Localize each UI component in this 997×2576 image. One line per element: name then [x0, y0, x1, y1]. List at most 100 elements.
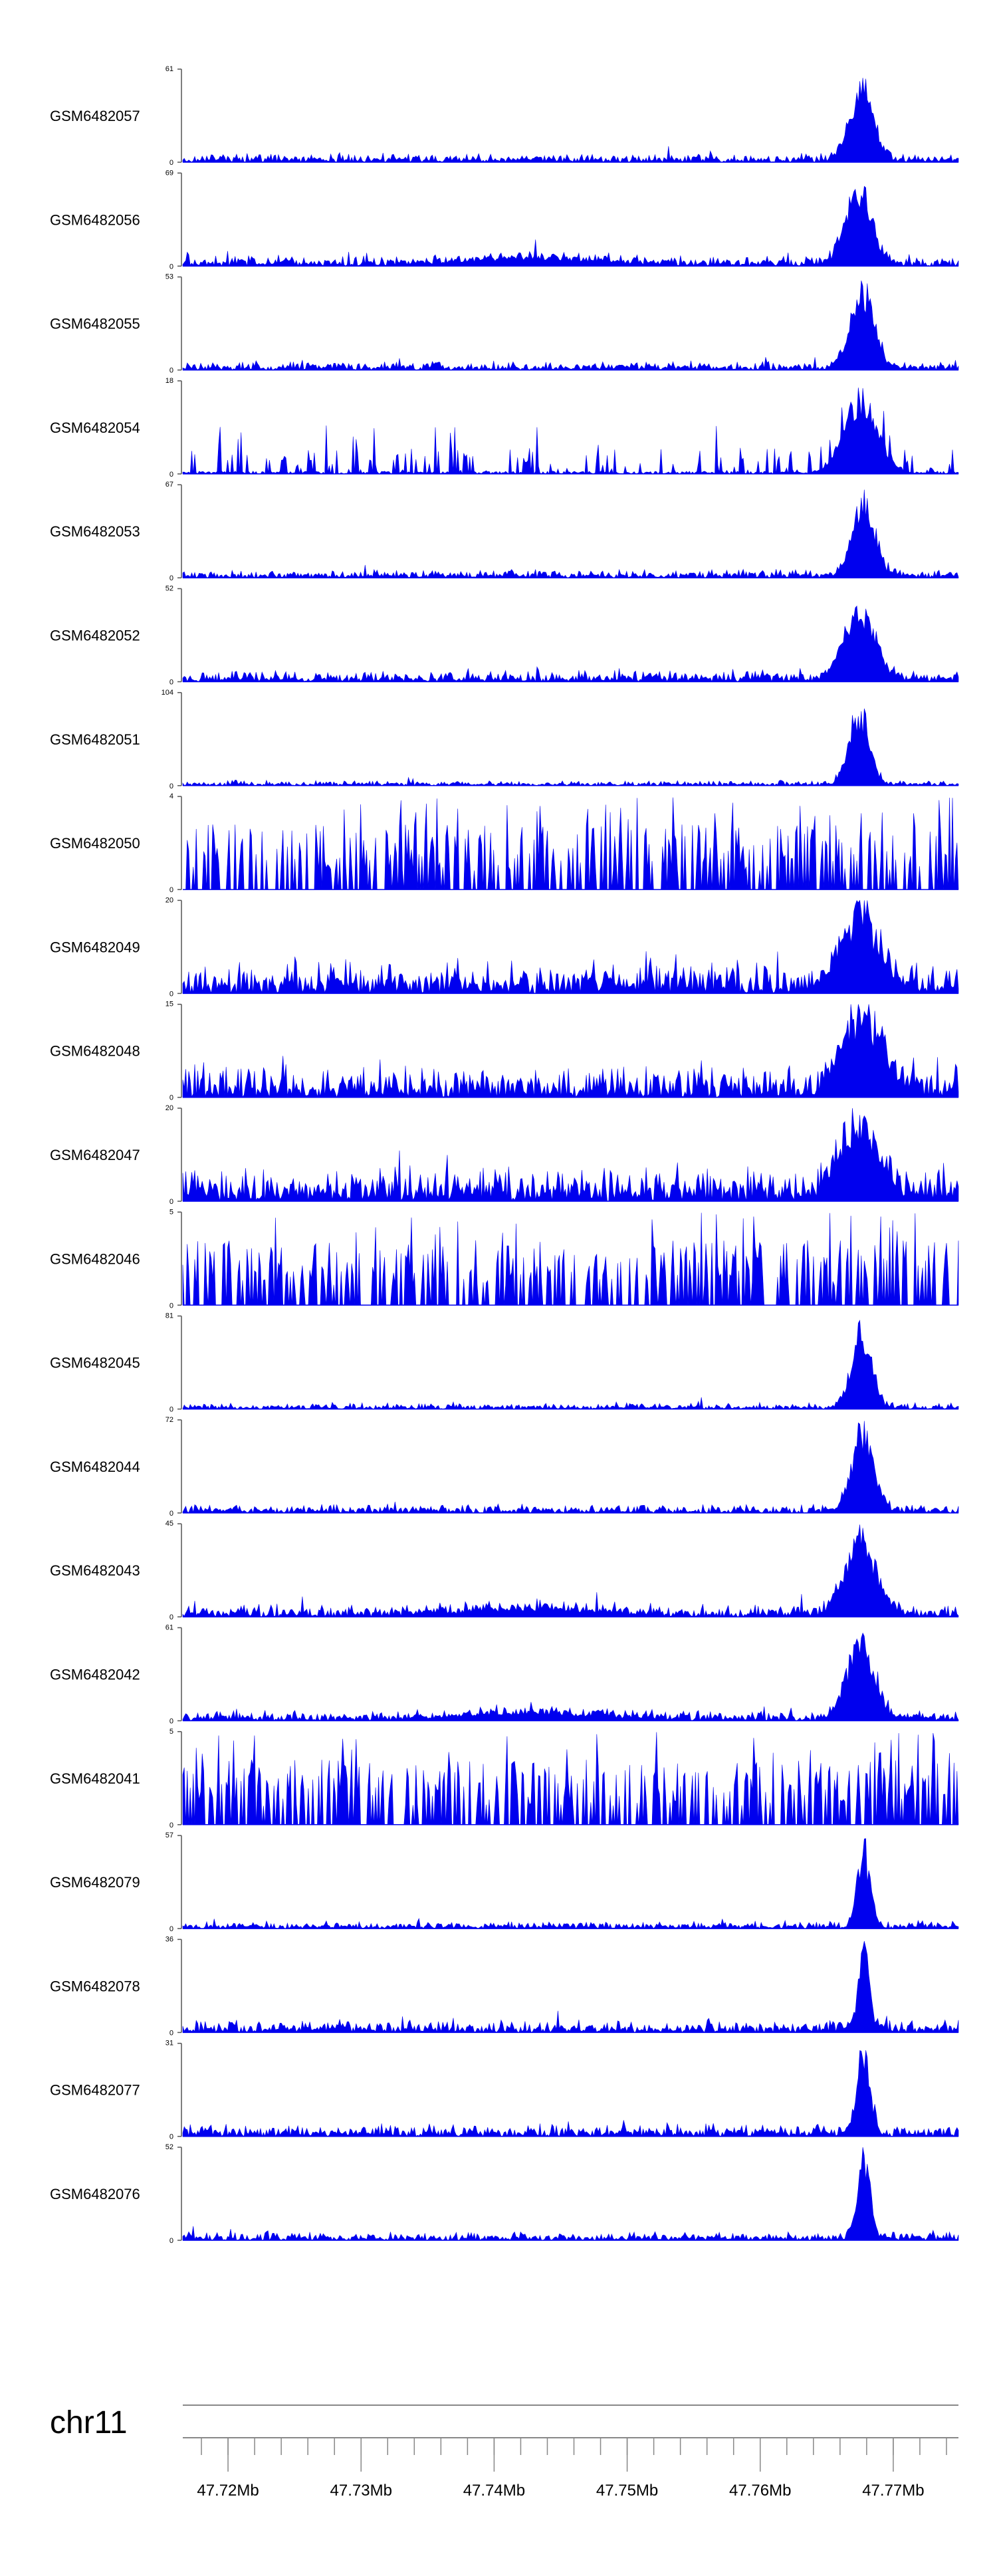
- y-max-label: 18: [166, 377, 173, 385]
- y-max-label: 5: [169, 1208, 173, 1216]
- y-min-label: 0: [169, 2029, 173, 2037]
- y-max-label: 36: [166, 1935, 173, 1943]
- track-GSM6482048: GSM6482048 15 0: [50, 1000, 959, 1102]
- tick-label: 47.75Mb: [596, 2482, 658, 2500]
- signal-area: [182, 489, 959, 579]
- signal-area: [182, 1524, 959, 1617]
- y-min-label: 0: [169, 679, 173, 687]
- y-min-label: 0: [169, 263, 173, 271]
- signal-area: [183, 797, 959, 890]
- track-label: GSM6482076: [50, 2186, 140, 2202]
- y-max-label: 81: [166, 1312, 173, 1320]
- tick-label: 47.77Mb: [862, 2482, 924, 2500]
- y-max-label: 61: [166, 65, 173, 73]
- y-max-label: 57: [166, 1831, 173, 1839]
- track-label: GSM6482041: [50, 1770, 140, 1787]
- track-GSM6482077: GSM6482077 31 0: [50, 2040, 959, 2141]
- track-label: GSM6482049: [50, 939, 140, 955]
- track-label: GSM6482078: [50, 1978, 140, 1994]
- tick-label: 47.73Mb: [330, 2482, 392, 2500]
- y-min-label: 0: [169, 1925, 173, 1933]
- signal-area: [182, 1213, 959, 1306]
- signal-area: [182, 1732, 959, 1825]
- track-GSM6482079: GSM6482079 57 0: [50, 1831, 959, 1933]
- track-label: GSM6482044: [50, 1459, 140, 1475]
- track-GSM6482047: GSM6482047 20 0: [50, 1104, 959, 1206]
- signal-area: [182, 899, 959, 995]
- y-min-label: 0: [169, 1613, 173, 1621]
- signal-area: [182, 2147, 959, 2242]
- track-label: GSM6482045: [50, 1355, 140, 1371]
- signal-area: [182, 78, 959, 163]
- y-min-label: 0: [169, 367, 173, 375]
- track-GSM6482049: GSM6482049 20 0: [50, 896, 959, 998]
- track-GSM6482051: GSM6482051 104 0: [50, 689, 959, 790]
- track-label: GSM6482057: [50, 108, 140, 124]
- track-GSM6482078: GSM6482078 36 0: [50, 1935, 959, 2037]
- track-label: GSM6482054: [50, 419, 140, 436]
- y-min-label: 0: [169, 1198, 173, 1206]
- signal-area: [182, 605, 959, 683]
- y-min-label: 0: [169, 1821, 173, 1829]
- signal-area: [182, 1320, 959, 1410]
- track-GSM6482042: GSM6482042 61 0: [50, 1624, 959, 1726]
- y-min-label: 0: [169, 2133, 173, 2141]
- y-min-label: 0: [169, 159, 173, 167]
- y-max-label: 31: [166, 2040, 173, 2048]
- track-GSM6482054: GSM6482054 18 0: [50, 377, 959, 479]
- signal-area: [182, 281, 959, 371]
- y-max-label: 20: [166, 1104, 173, 1112]
- track-GSM6482076: GSM6482076 52 0: [50, 2143, 959, 2245]
- y-max-label: 53: [166, 273, 173, 281]
- track-label: GSM6482048: [50, 1043, 140, 1060]
- y-min-label: 0: [169, 1094, 173, 1102]
- y-min-label: 0: [169, 2237, 173, 2245]
- track-label: GSM6482051: [50, 731, 140, 748]
- signal-area: [182, 1108, 959, 1202]
- y-max-label: 67: [166, 481, 173, 489]
- y-max-label: 72: [166, 1416, 173, 1424]
- y-max-label: 5: [169, 1728, 173, 1736]
- y-min-label: 0: [169, 886, 173, 894]
- y-min-label: 0: [169, 1302, 173, 1310]
- tick-label: 47.72Mb: [197, 2482, 259, 2500]
- track-label: GSM6482046: [50, 1250, 140, 1267]
- track-GSM6482050: GSM6482050 4 0: [50, 792, 959, 894]
- track-GSM6482043: GSM6482043 45 0: [50, 1520, 959, 1621]
- track-GSM6482056: GSM6482056 69 0: [50, 169, 959, 271]
- track-label: GSM6482077: [50, 2082, 140, 2099]
- track-label: GSM6482043: [50, 1562, 140, 1579]
- signal-area: [182, 708, 959, 786]
- y-max-label: 20: [166, 896, 173, 904]
- tick-label: 47.74Mb: [463, 2482, 525, 2500]
- y-min-label: 0: [169, 574, 173, 582]
- track-label: GSM6482050: [50, 835, 140, 852]
- track-GSM6482055: GSM6482055 53 0: [50, 273, 959, 375]
- track-GSM6482045: GSM6482045 81 0: [50, 1312, 959, 1414]
- y-min-label: 0: [169, 471, 173, 479]
- track-GSM6482057: GSM6482057 61 0: [50, 65, 959, 167]
- signal-area: [182, 1838, 959, 1929]
- genome-axis: chr11 47.72Mb 47.73Mb 47.74Mb 47.75Mb 47.76Mb…: [50, 2404, 958, 2500]
- signal-area: [182, 185, 959, 267]
- signal-area: [182, 2050, 959, 2137]
- track-label: GSM6482047: [50, 1147, 140, 1163]
- track-GSM6482052: GSM6482052 52 0: [50, 585, 959, 687]
- y-max-label: 45: [166, 1520, 173, 1528]
- track-GSM6482053: GSM6482053 67 0: [50, 481, 959, 582]
- signal-area: [182, 388, 959, 475]
- track-label: GSM6482079: [50, 1874, 140, 1891]
- y-min-label: 0: [169, 990, 173, 998]
- track-label: GSM6482052: [50, 628, 140, 644]
- y-max-label: 52: [166, 2143, 173, 2151]
- y-max-label: 15: [166, 1000, 173, 1008]
- track-GSM6482044: GSM6482044 72 0: [50, 1416, 959, 1518]
- tick-label: 47.76Mb: [729, 2482, 791, 2500]
- y-max-label: 61: [166, 1624, 173, 1632]
- signal-area: [182, 1421, 959, 1514]
- y-min-label: 0: [169, 782, 173, 790]
- signal-area: [182, 1632, 959, 1722]
- y-max-label: 4: [169, 792, 173, 800]
